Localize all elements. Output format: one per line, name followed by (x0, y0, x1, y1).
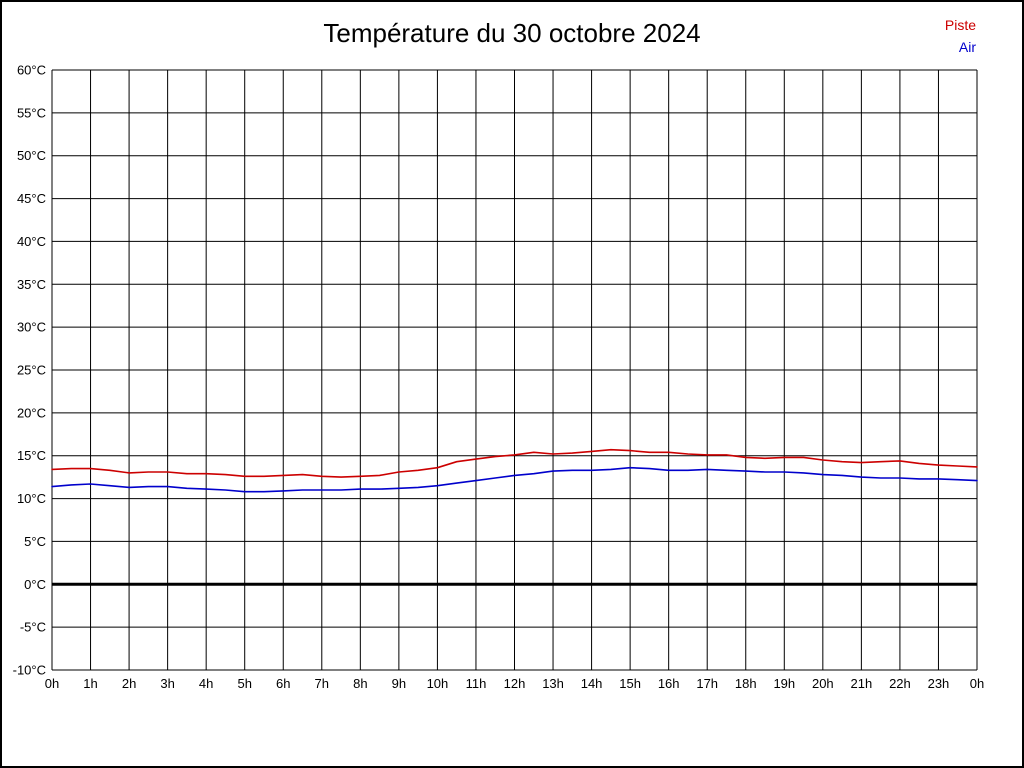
svg-text:40°C: 40°C (17, 234, 46, 249)
chart-title: Température du 30 octobre 2024 (323, 18, 701, 48)
svg-text:0h: 0h (45, 676, 59, 691)
svg-text:11h: 11h (466, 676, 487, 691)
chart-legend: Piste Air (945, 14, 976, 58)
legend-item-piste: Piste (944, 17, 976, 33)
svg-text:35°C: 35°C (17, 277, 46, 292)
svg-text:4h: 4h (199, 676, 213, 691)
svg-text:10°C: 10°C (17, 491, 46, 506)
svg-text:14h: 14h (581, 676, 603, 691)
svg-text:45°C: 45°C (17, 191, 46, 206)
svg-text:2h: 2h (122, 676, 136, 691)
svg-text:-10°C: -10°C (13, 663, 46, 678)
svg-text:0°C: 0°C (24, 577, 46, 592)
svg-text:30°C: 30°C (17, 320, 46, 335)
svg-text:13h: 13h (542, 676, 564, 691)
svg-text:9h: 9h (392, 676, 406, 691)
svg-text:10h: 10h (427, 676, 449, 691)
svg-text:8h: 8h (353, 676, 367, 691)
svg-text:15h: 15h (619, 676, 641, 691)
svg-text:5h: 5h (237, 676, 251, 691)
svg-text:16h: 16h (658, 676, 680, 691)
svg-text:20h: 20h (812, 676, 834, 691)
svg-text:60°C: 60°C (17, 63, 46, 78)
svg-text:55°C: 55°C (17, 105, 46, 120)
svg-text:18h: 18h (735, 676, 757, 691)
svg-text:6h: 6h (276, 676, 290, 691)
svg-text:23h: 23h (928, 676, 950, 691)
svg-text:5°C: 5°C (24, 534, 46, 549)
svg-text:12h: 12h (504, 676, 526, 691)
svg-text:7h: 7h (315, 676, 329, 691)
svg-text:15°C: 15°C (17, 448, 46, 463)
svg-text:0h: 0h (970, 676, 984, 691)
svg-text:1h: 1h (83, 676, 97, 691)
svg-text:20°C: 20°C (17, 405, 46, 420)
svg-text:50°C: 50°C (17, 148, 46, 163)
svg-text:-5°C: -5°C (20, 620, 46, 635)
legend-item-air: Air (958, 39, 976, 55)
svg-text:3h: 3h (160, 676, 174, 691)
svg-text:17h: 17h (696, 676, 718, 691)
svg-text:25°C: 25°C (17, 363, 46, 378)
svg-text:21h: 21h (851, 676, 873, 691)
svg-text:22h: 22h (889, 676, 911, 691)
svg-text:19h: 19h (773, 676, 795, 691)
